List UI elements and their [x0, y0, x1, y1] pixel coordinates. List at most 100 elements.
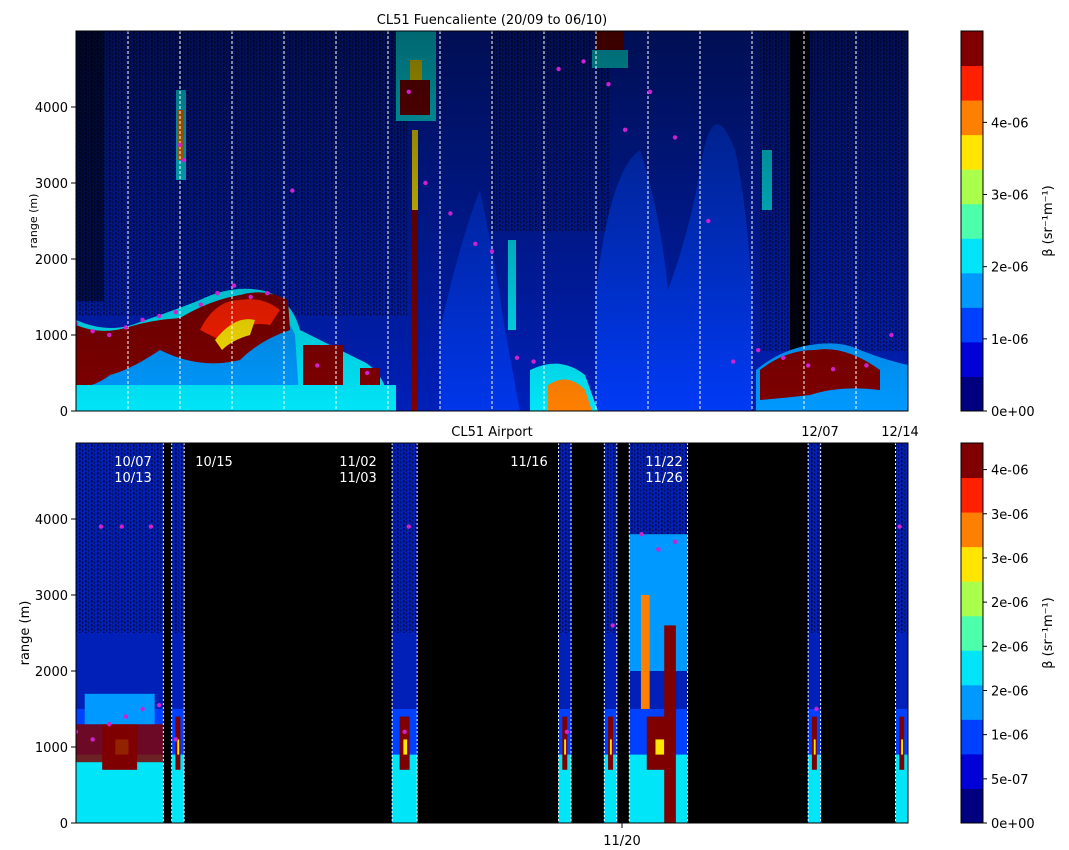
cloud-base-marker — [622, 127, 628, 132]
annotation-11-02: 11/02 — [339, 455, 376, 470]
cloud-base-marker — [814, 706, 819, 712]
colorbar-tick-label: 1e-06 — [991, 333, 1029, 348]
annotation-12-07: 12/07 — [801, 425, 838, 440]
cloud-base-marker — [123, 714, 129, 719]
y-tick-label: 1000 — [35, 329, 68, 344]
colorbar-segment — [961, 443, 983, 479]
colorbar-segment — [961, 650, 983, 686]
cloud-base-marker — [489, 249, 495, 254]
cloud-base-marker — [706, 218, 711, 224]
colorbar-segment — [961, 169, 983, 205]
cloud-base-marker — [248, 294, 253, 300]
cloud-base-marker — [107, 722, 112, 727]
bottom-plot-area — [76, 443, 908, 823]
bottom-cloud-base-markers — [76, 524, 902, 742]
cloud-base-marker — [177, 142, 183, 148]
y-tick-label: 2000 — [35, 665, 68, 680]
y-tick-label: 3000 — [35, 177, 68, 192]
colorbar-segment — [961, 238, 983, 274]
annotation-10-15: 10/15 — [195, 455, 232, 470]
cloud-base-marker — [564, 729, 570, 734]
cloud-base-marker — [76, 321, 79, 326]
colorbar-segment — [961, 272, 983, 308]
colorbar-tick-label: 0e+00 — [991, 405, 1035, 420]
bottom-chart-title: CL51 Airport — [451, 425, 533, 440]
bottom-y-axis-label: range (m) — [18, 601, 33, 666]
cloud-base-marker — [639, 532, 644, 537]
cloud-base-marker — [448, 211, 453, 216]
bottom-data-windows — [76, 443, 908, 823]
cloud-base-marker — [181, 158, 187, 163]
top-colorbar: 0e+00 1e-06 2e-06 3e-06 4e-06 — [960, 30, 1035, 420]
cloud-base-marker — [140, 706, 145, 712]
cloud-base-marker — [731, 359, 736, 364]
cloud-base-marker — [123, 325, 129, 330]
top-y-axis-label: range (m) — [27, 194, 40, 249]
annotation-10-07: 10/07 — [114, 455, 151, 470]
data-window — [171, 443, 185, 823]
bottom-x-axis: 11/20 — [603, 823, 641, 849]
colorbar-tick-label: 2e-06 — [991, 261, 1029, 276]
cloud-base-marker — [830, 367, 836, 372]
cloud-base-marker — [365, 370, 370, 376]
cloud-base-marker — [265, 291, 270, 296]
cloud-base-marker — [406, 524, 411, 529]
cloud-base-marker — [406, 89, 411, 95]
cloud-base-marker — [119, 524, 124, 529]
colorbar-tick-label: 2e-06 — [991, 684, 1029, 699]
data-window — [629, 443, 688, 823]
colorbar-tick-label: 3e-06 — [991, 189, 1029, 204]
colorbar-segment — [961, 307, 983, 343]
cloud-base-marker — [897, 524, 902, 529]
cloud-base-marker — [610, 623, 615, 628]
y-tick-label: 2000 — [35, 253, 68, 268]
cloud-base-marker — [781, 355, 786, 360]
top-chart-title: CL51 Fuencaliente (20/09 to 06/10) — [377, 13, 607, 28]
cloud-base-marker — [173, 737, 179, 742]
y-tick-label: 4000 — [35, 101, 68, 116]
cloud-base-marker — [290, 188, 295, 193]
cloud-base-marker — [864, 363, 869, 368]
bottom-background — [76, 443, 908, 823]
cloud-base-marker — [531, 359, 536, 364]
colorbar-segment — [961, 100, 983, 136]
colorbar-frame — [960, 442, 984, 824]
y-tick-label: 1000 — [35, 741, 68, 756]
cloud-base-marker — [98, 524, 104, 529]
top-cloud-base-markers — [76, 59, 894, 376]
annotation-12-14: 12/14 — [881, 425, 918, 440]
cloud-base-marker — [556, 66, 561, 72]
top-colorbar-label: β (sr⁻¹m⁻¹) — [1041, 185, 1056, 257]
x-tick-label: 11/20 — [603, 834, 640, 849]
cloud-base-marker — [423, 180, 428, 186]
cloud-base-marker — [157, 703, 162, 708]
annotation-11-03: 11/03 — [339, 471, 376, 486]
top-day-separators — [127, 31, 857, 411]
colorbar-segment — [961, 753, 983, 789]
cloud-base-marker — [805, 363, 811, 368]
colorbar-segment — [961, 477, 983, 513]
bottom-y-axis: 0 1000 2000 3000 4000 — [35, 513, 76, 832]
colorbar-segment — [961, 581, 983, 617]
cloud-base-marker — [672, 539, 678, 544]
y-tick-label: 0 — [60, 817, 68, 832]
colorbar-segment — [961, 615, 983, 651]
colorbar-tick-label: 2e-06 — [991, 596, 1029, 611]
colorbar-segment — [961, 341, 983, 377]
y-tick-label: 3000 — [35, 589, 68, 604]
cloud-base-marker — [656, 547, 661, 552]
colorbar-tick-label: 3e-06 — [991, 508, 1029, 523]
colorbar-tick-label: 0e+00 — [991, 817, 1035, 832]
cloud-base-marker — [473, 241, 478, 246]
bottom-colorbar-label: β (sr⁻¹m⁻¹) — [1041, 597, 1056, 669]
bottom-colorbar: 0e+00 5e-07 1e-06 2e-06 2e-06 2e-06 3e-06 3e-06… — [960, 442, 1035, 832]
top-y-axis: 0 1000 2000 3000 4000 — [35, 101, 76, 420]
y-tick-label: 4000 — [35, 513, 68, 528]
colorbar-segment — [961, 546, 983, 582]
colorbar-frame — [960, 30, 984, 412]
colorbar-segment — [961, 684, 983, 720]
colorbar-tick-label: 4e-06 — [991, 464, 1029, 479]
data-window — [76, 443, 164, 823]
data-window — [895, 443, 908, 823]
colorbar-tick-label: 4e-06 — [991, 116, 1029, 131]
